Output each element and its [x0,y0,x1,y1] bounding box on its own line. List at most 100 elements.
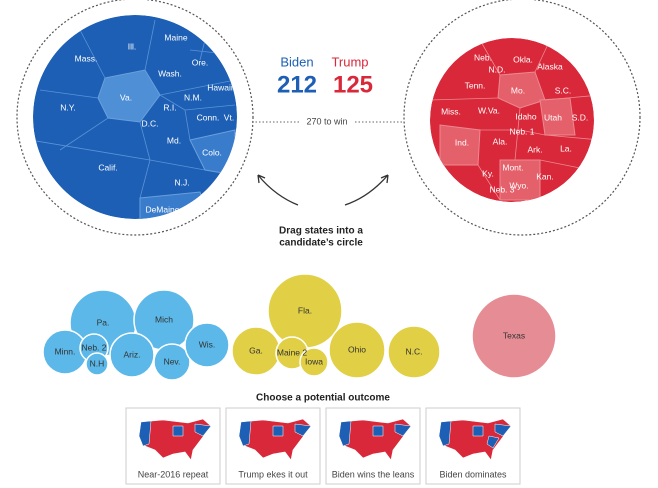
biden-drop-zone [16,0,254,236]
map-region [194,423,212,437]
bubble-label[interactable]: Mich [155,314,173,324]
bubble-label[interactable]: Nev. [164,356,181,366]
bubble-label[interactable]: Texas [503,330,525,340]
state-label[interactable]: Va. [120,92,132,102]
us-map-icon [438,418,512,461]
state-label[interactable]: Ill. [128,41,137,51]
map-region [438,420,452,447]
trump-drop-zone [403,0,641,236]
state-label[interactable]: Maine [164,32,187,42]
state-label[interactable]: Md. [167,135,181,145]
bubble-label[interactable]: N.C. [406,346,423,356]
outcome-label[interactable]: Trump ekes it out [238,469,308,479]
us-map-icon [338,418,412,461]
state-label[interactable]: N.Y. [60,102,75,112]
state-label[interactable]: N.D. [489,64,506,74]
state-label[interactable]: Wyo. [509,180,528,190]
map-region [238,420,252,447]
tossup-bubbles: Pa. Mich Minn. Neb. 2 N.H Ariz. Nev. Wis. Fla. Ga… [42,273,557,381]
map-region [272,425,284,437]
candidate-name: Trump [331,54,368,69]
state-label[interactable]: La. [560,143,572,153]
state-label[interactable]: Utah [544,112,562,122]
bubble-label[interactable]: Ga. [249,345,263,355]
bubble-label[interactable]: N.H [90,358,105,368]
state-label[interactable]: Ark. [527,144,542,154]
biden-cells [33,15,237,219]
outcome-cards: Near-2016 repeat Trump ekes it out Biden w… [125,407,521,485]
state-label[interactable]: Wash. [158,68,182,78]
outcome-label[interactable]: Near-2016 repeat [138,469,209,479]
map-shape [338,418,412,461]
state-label[interactable]: Mont. [502,162,523,172]
biden-states: Ill. Maine Mass. Wash. Ore. Hawaii Va. N.Y. N.M.… [60,32,234,214]
bubble-label[interactable]: Maine 2 [277,347,308,357]
state-label[interactable]: Ind. [455,137,469,147]
state-label[interactable]: DeMaine 1 [145,204,186,214]
state-label[interactable]: S.C. [555,85,572,95]
state-bubble[interactable] [387,325,441,379]
us-map-icon [138,418,212,461]
state-label[interactable]: Ore. [192,57,209,67]
candidate-name: Biden [280,54,313,69]
bubble-label[interactable]: Wis. [199,339,216,349]
map-region [138,420,152,447]
outcome-card[interactable]: Biden dominates [425,407,521,485]
map-shape [238,418,312,461]
state-bubble[interactable] [184,322,230,368]
outcome-label[interactable]: Biden wins the leans [332,469,415,479]
state-label[interactable]: R.I. [163,102,176,112]
map-region [294,423,312,437]
state-label[interactable]: Ala. [493,136,508,146]
map-shape [438,418,512,461]
state-label[interactable]: Conn. [197,112,220,122]
state-label[interactable]: D.C. [142,118,159,128]
us-map-icon [238,418,312,461]
state-label[interactable]: N.M. [184,92,202,102]
state-label[interactable]: Colo. [202,147,222,157]
state-label[interactable]: Hawaii [207,82,233,92]
state-bubble[interactable] [109,332,155,378]
outcome-label[interactable]: Biden dominates [439,469,507,479]
bubble-label[interactable]: Ohio [348,344,366,354]
state-label[interactable]: Neb. 1 [509,126,534,136]
state-label[interactable]: Tenn. [465,80,486,90]
state-label[interactable]: Ky. [482,168,494,178]
state-label[interactable]: Vt. [224,112,234,122]
state-label[interactable]: Kan. [536,171,554,181]
state-label[interactable]: Mo. [511,85,525,95]
bubble-label[interactable]: Iowa [305,356,323,366]
state-bubble[interactable] [471,293,557,379]
bubble-label[interactable]: Ariz. [124,349,141,359]
state-label[interactable]: Mass. [75,53,98,63]
instruction: candidate’s circle [279,238,363,249]
map-region [494,423,512,437]
state-label[interactable]: Neb. [474,52,492,62]
map-region [394,423,412,437]
state-label[interactable]: Alaska [537,61,563,71]
state-bubble[interactable] [328,321,386,379]
state-label[interactable]: Miss. [441,106,461,116]
map-region [372,425,384,437]
state-label[interactable]: Idaho [515,111,537,121]
state-label[interactable]: S.D. [572,112,589,122]
state-label[interactable]: Okla. [513,54,533,64]
outcome-card[interactable]: Biden wins the leans [325,407,421,485]
bubble-label[interactable]: Pa. [97,317,110,327]
map-region [486,435,500,449]
state-label[interactable]: W.Va. [478,105,500,115]
state-bubble[interactable] [85,352,109,376]
state-label[interactable]: Calif. [98,162,117,172]
state-bubble[interactable] [153,343,191,381]
state-label[interactable]: N.J. [174,177,189,187]
bubble-label[interactable]: Minn. [55,346,76,356]
state-label[interactable]: Neb. 3 [489,184,514,194]
bubble-label[interactable]: Fla. [298,305,312,315]
state-bubble[interactable] [299,347,329,377]
outcome-card[interactable]: Near-2016 repeat [125,407,221,485]
outcome-card[interactable]: Trump ekes it out [225,407,321,485]
map-shape [138,418,212,461]
bubble-label[interactable]: Neb. 2 [81,342,106,352]
arrow [344,174,389,206]
